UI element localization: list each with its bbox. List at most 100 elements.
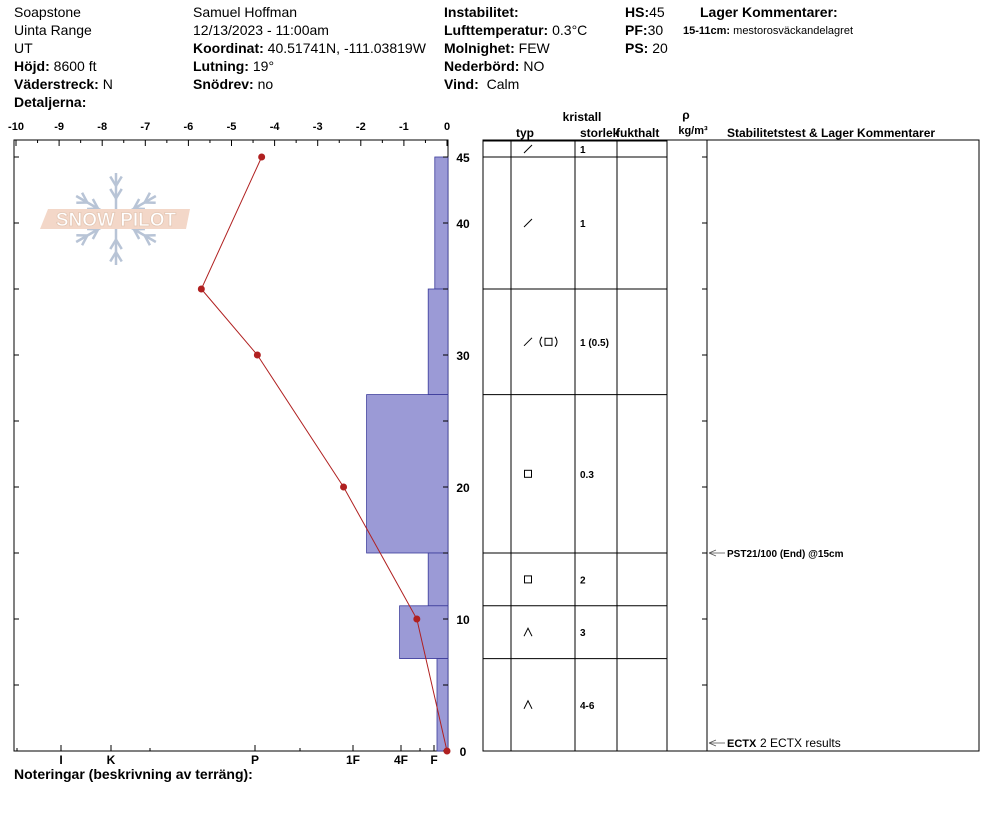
faceted-icon (524, 575, 532, 584)
precipitation: Nederbörd: NO (444, 57, 544, 75)
elevation: Höjd: 8600 ft (14, 57, 96, 75)
hardness-profile (366, 156, 449, 752)
terrain-notes-label: Noteringar (beskrivning av terräng): (14, 766, 253, 782)
depth-label: 10 (456, 613, 470, 627)
temperature-axis: -10 -9 -8 -7 -6 -5 -4 -3 -2 -1 0 (8, 121, 450, 146)
stability-tests: PST21/100 (End) @15cm ECTX 2 ECTX results (708, 549, 844, 750)
hardness-label: P (251, 753, 259, 767)
coordinates: Koordinat: 40.51741N, -111.03819W (193, 39, 426, 57)
layer-size: 1 (580, 219, 586, 230)
wind-loading-label: Snödrev: (193, 76, 254, 92)
slope-value: 19° (252, 58, 275, 74)
moisture-header: fukthalt (616, 126, 659, 140)
faceted-square (524, 469, 532, 478)
temperature-tick-label: -6 (184, 121, 194, 133)
temperature-tick-label: -9 (54, 121, 64, 133)
slope-label: Lutning: (193, 58, 249, 74)
snowflake-branch (143, 192, 152, 204)
precipitation-particles-icon (523, 218, 533, 228)
depth-hoar-caret (523, 627, 533, 637)
temperature-point (443, 747, 451, 755)
stability-test-label: ECTX (727, 738, 757, 750)
ps-label: PS: (625, 40, 649, 56)
pf-label: PF: (625, 22, 648, 38)
stability-test-text: PST21/100 (End) @15cm (727, 549, 844, 560)
hardness-layer-bar (436, 658, 449, 752)
stability-header: Stabilitetstest & Lager Kommentarer (727, 126, 935, 140)
logo-text: SNOW PILOT (56, 210, 177, 231)
sky-value: FEW (518, 40, 550, 56)
hardness-layer-bar (427, 552, 449, 607)
ps-value: 20 (652, 40, 668, 56)
right-paren (554, 336, 558, 348)
snowflake-branch (80, 192, 89, 204)
crystal-header: kristall (563, 110, 602, 124)
layer-size: 1 (580, 145, 586, 156)
type-header: typ (516, 126, 534, 140)
temperature-point (413, 615, 421, 623)
snowflake-branch (109, 239, 118, 250)
faceted-square (524, 575, 532, 584)
sky-cover: Molnighet: FEW (444, 39, 550, 57)
temperature-tick-label: -8 (97, 121, 107, 133)
precip-value: NO (523, 58, 545, 74)
snowflake-branch (109, 251, 118, 263)
coordinates-label: Koordinat: (193, 40, 264, 56)
hardness-label: K (107, 753, 116, 767)
layer-table-rows: 1 1 1 (0.5) 0.3 2 3 4-6 (483, 140, 667, 712)
layer-size: 4-6 (580, 701, 595, 712)
layer-size: 2 (580, 575, 586, 586)
aspect-label: Väderstreck: (14, 76, 99, 92)
snowflake-branch (114, 188, 123, 199)
air-temp-label: Lufttemperatur: (444, 22, 549, 38)
layer-size: 1 (0.5) (580, 338, 609, 349)
snowflake-branch (143, 234, 152, 246)
snowflake-branch (114, 239, 123, 250)
air-temperature: Lufttemperatur: 0.3°C (444, 21, 587, 39)
temperature-tick-label: -10 (8, 121, 24, 133)
observation-datetime: 12/13/2023 - 11:00am (193, 22, 329, 38)
layer-size: 0.3 (580, 470, 594, 481)
temperature-point (340, 483, 348, 491)
layer-comment-text: mestorosväckandelagret (733, 25, 853, 37)
temperature-tick-label: -7 (140, 121, 150, 133)
depth-label: 20 (456, 481, 470, 495)
size-header: storlek (580, 126, 620, 140)
pf-value: 30 (647, 22, 664, 38)
hs-label: HS: (625, 4, 650, 20)
snowflake-branch (109, 175, 118, 187)
faceted-icon (524, 469, 532, 478)
wind-label: Vind: (444, 76, 479, 92)
hs-value: 45 (649, 4, 665, 20)
precipitation-particles-stroke (523, 144, 533, 154)
layer-comment-range: 15-11cm: (683, 25, 731, 37)
faceted-square (544, 337, 553, 346)
temperature-line (200, 156, 448, 752)
snowpilot-logo: SNOW PILOT (40, 173, 190, 265)
sky-label: Molnighet: (444, 40, 515, 56)
depth-label: 45 (456, 151, 470, 165)
density-unit: kg/m³ (678, 125, 708, 137)
logo-banner (40, 209, 190, 229)
depth-label: 30 (456, 349, 470, 363)
snowflake-branch (132, 228, 141, 240)
depth-hoar-icon (523, 699, 533, 710)
stability-arrowhead (708, 739, 717, 747)
precipitation-particles-icon (523, 144, 533, 154)
observer-name: Samuel Hoffman (193, 4, 298, 20)
layer-size: 3 (580, 628, 586, 639)
left-paren (539, 336, 543, 348)
hardness-label: 4F (394, 753, 408, 767)
precip-label: Nederbörd: (444, 58, 520, 74)
slope-angle: Lutning: 19° (193, 57, 274, 75)
stability-arrowhead (708, 549, 717, 557)
hardness-label: F (430, 753, 437, 767)
snowflake-branch (91, 198, 100, 210)
snowflake-branch (91, 228, 100, 240)
hardness-layer-bar (427, 288, 449, 395)
stability-test-text: 2 ECTX results (760, 736, 841, 750)
location-name: Soapstone (14, 4, 81, 20)
hardness-label: 1F (346, 753, 360, 767)
ski-penetration: PS: 20 (625, 39, 668, 57)
